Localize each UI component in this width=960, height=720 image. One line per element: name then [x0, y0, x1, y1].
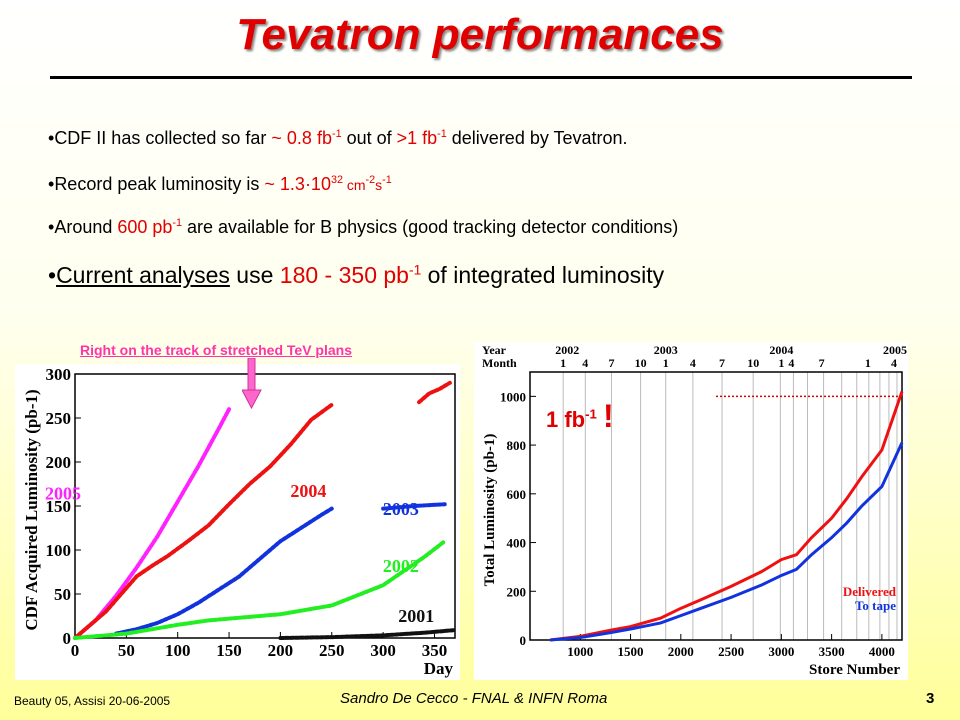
y-tick-label: 0 — [63, 629, 72, 648]
top-month-tick: 4 — [891, 356, 897, 370]
x-tick-label: 100 — [165, 641, 191, 660]
x-tick-label: 350 — [422, 641, 448, 660]
series-label-2002: 2002 — [383, 556, 419, 576]
y-tick-label: 200 — [46, 453, 72, 472]
one-fb-annotation: 1 fb-1 ! — [546, 398, 614, 434]
y-axis-label: Total Luminosity (pb-1) — [482, 434, 498, 587]
top-month-tick: 4 — [788, 356, 794, 370]
top-month-tick: 4 — [582, 356, 588, 370]
y-tick-label: 0 — [520, 633, 527, 648]
x-axis-label: Day — [424, 659, 454, 678]
top-year-tick: 2004 — [769, 343, 793, 357]
y-tick-label: 1000 — [500, 389, 526, 404]
series-2005-line — [73, 407, 232, 640]
bullet-list: •CDF II has collected so far ~ 0.8 fb-1 … — [48, 128, 928, 288]
x-tick-label: 0 — [71, 641, 80, 660]
y-axis-label: CDF Acquired Luminosity (pb-1) — [22, 389, 41, 630]
x-axis-label: Store Number — [809, 662, 900, 678]
x-tick-label: 2000 — [668, 644, 694, 659]
series-2002-line — [73, 539, 447, 640]
acquired-luminosity-chart: 0 50 100 150 200 250 300 350 0 50 100 150 200 250 300 D… — [22, 365, 457, 678]
top-month-tick: 4 — [690, 356, 696, 370]
top-year-label: Year — [482, 343, 507, 357]
x-tick-label: 3000 — [768, 644, 794, 659]
x-tick-label: 4000 — [869, 644, 895, 659]
series-2003-line — [114, 506, 334, 636]
y-tick-label: 400 — [507, 536, 527, 551]
series-2003-line — [381, 502, 447, 511]
top-month-tick: 1 — [663, 356, 669, 370]
x-tick-label: 200 — [268, 641, 294, 660]
y-tick-label: 200 — [507, 584, 527, 599]
series-delivered-line — [549, 391, 904, 642]
bullet-1: •CDF II has collected so far ~ 0.8 fb-1 … — [48, 128, 628, 148]
top-year-tick: 2005 — [883, 343, 907, 357]
right-chart-panel: 1000 1500 2000 2500 3000 3500 4000 0 200 400 600 80… — [474, 342, 908, 680]
top-month-tick: 10 — [635, 356, 647, 370]
arrow-icon — [242, 358, 262, 410]
page-number: 3 — [926, 690, 935, 707]
top-month-tick: 7 — [819, 356, 825, 370]
y-tick-label: 150 — [46, 497, 72, 516]
y-tick-label: 50 — [54, 585, 71, 604]
track-note: Right on the track of stretched TeV plan… — [80, 342, 353, 358]
x-tick-label: 3500 — [819, 644, 845, 659]
x-tick-label: 1500 — [618, 644, 644, 659]
bullet-4: •Current analyses use 180 - 350 pb-1 of … — [48, 262, 665, 288]
legend-to-tape: To tape — [855, 598, 896, 613]
bullet-3: •Around 600 pb-1 are available for B phy… — [48, 217, 679, 237]
title-rule — [50, 76, 912, 79]
x-tick-label: 2500 — [718, 644, 744, 659]
top-month-label: Month — [482, 356, 517, 370]
top-month-tick: 7 — [608, 356, 614, 370]
series-label-2004: 2004 — [290, 481, 326, 501]
y-tick-label: 800 — [507, 438, 527, 453]
top-month-tick: 1 — [560, 356, 566, 370]
total-luminosity-chart: 1000 1500 2000 2500 3000 3500 4000 0 200 400 600 80… — [482, 343, 907, 678]
top-month-tick: 7 — [719, 356, 725, 370]
top-year-tick: 2002 — [555, 343, 579, 357]
x-tick-label: 250 — [319, 641, 345, 660]
series-to-tape-line — [549, 442, 904, 642]
top-month-tick: 1 — [865, 356, 871, 370]
footer-conference: Beauty 05, Assisi 20-06-2005 — [14, 694, 171, 708]
series-2004-line — [417, 380, 452, 405]
x-tick-label: 150 — [216, 641, 242, 660]
y-tick-label: 250 — [46, 409, 72, 428]
series-2004-line — [73, 402, 334, 640]
y-tick-label: 600 — [507, 487, 527, 502]
x-tick-label: 300 — [370, 641, 396, 660]
series-label-2001: 2001 — [398, 606, 434, 626]
plot-frame — [529, 371, 903, 641]
series-label-2005: 2005 — [45, 484, 81, 504]
left-chart-panel: 0 50 100 150 200 250 300 350 0 50 100 150 200 250 300 D… — [15, 364, 460, 680]
series-2001-line — [278, 628, 457, 640]
footer-author: Sandro De Cecco - FNAL & INFN Roma — [340, 690, 608, 707]
y-tick-label: 300 — [46, 365, 72, 384]
top-month-tick: 10 — [747, 356, 759, 370]
bullet-2: •Record peak luminosity is ~ 1.3·1032 cm… — [48, 174, 392, 194]
y-tick-label: 100 — [46, 541, 72, 560]
slide-title: Tevatron performances — [236, 10, 724, 59]
x-tick-label: 50 — [118, 641, 135, 660]
top-month-tick: 1 — [778, 356, 784, 370]
legend-delivered: Delivered — [843, 584, 897, 599]
x-tick-label: 1000 — [567, 644, 593, 659]
top-year-tick: 2003 — [654, 343, 678, 357]
